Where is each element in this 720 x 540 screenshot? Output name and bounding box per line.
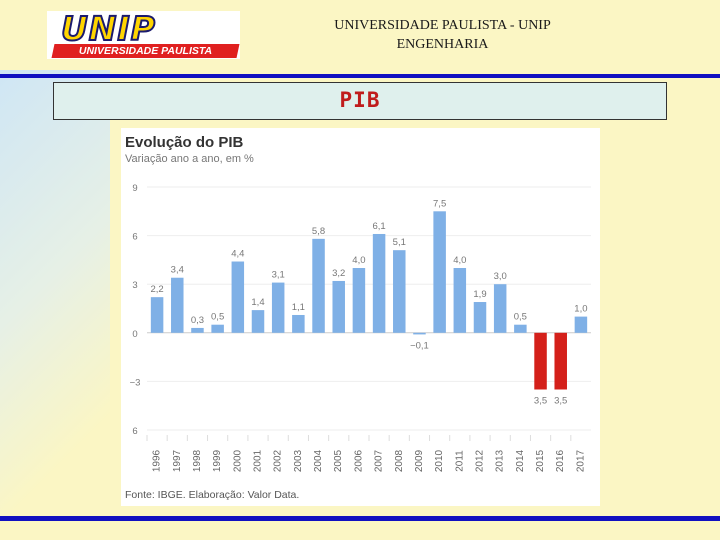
y-tick-label: 3 (132, 280, 137, 291)
chart-subtitle: Variação ano a ano, em % (125, 153, 254, 165)
x-tick-label: 2011 (454, 450, 465, 472)
x-tick-label: 2013 (495, 449, 506, 472)
x-tick-label: 2007 (374, 449, 385, 472)
data-label: 4,4 (231, 249, 244, 260)
bar (574, 316, 588, 333)
data-label: 3,5 (554, 396, 567, 407)
bar (493, 284, 507, 333)
x-tick-label: 2012 (475, 449, 486, 472)
bar (251, 310, 265, 333)
data-label: 3,0 (494, 271, 507, 282)
bar (332, 280, 345, 333)
chart-title: Evolução do PIB (125, 134, 244, 151)
bar (413, 332, 426, 335)
x-tick-label: 2017 (575, 449, 586, 472)
y-tick-label: −3 (130, 377, 141, 388)
data-label: 4,0 (352, 255, 365, 266)
department-name: ENGENHARIA (396, 37, 489, 52)
chart-source: Fonte: IBGE. Elaboração: Valor Data. (125, 489, 299, 501)
bar (231, 261, 245, 333)
data-label: 1,0 (574, 304, 587, 315)
bar (352, 268, 366, 333)
data-labels: 2,2 3,4 0,3 0,5 4,4 1,4 3,1 1,1 5,8 3,2 4,0 6,1 5,1 −… (150, 198, 587, 406)
bar (312, 238, 325, 333)
x-tick-label: 2016 (555, 449, 566, 472)
data-label: 3,4 (171, 265, 184, 276)
data-label: 0,5 (514, 312, 527, 323)
data-label: 7,5 (433, 198, 446, 209)
chart-card: Evolução do PIB Variação ano a ano, em %… (121, 128, 600, 506)
y-tick-label: 0 (132, 329, 137, 340)
data-label: 1,9 (473, 289, 486, 300)
data-label: 2,2 (150, 284, 163, 295)
data-label: 3,2 (332, 268, 345, 279)
bar (211, 324, 224, 333)
bar (554, 332, 567, 390)
data-label: 6,1 (372, 221, 385, 232)
bar (271, 282, 285, 333)
x-tick-label: 1999 (212, 449, 223, 472)
x-tick-label: 2004 (313, 449, 324, 472)
bar (292, 314, 305, 333)
x-tick-label: 2006 (353, 449, 364, 472)
data-label: 3,1 (272, 270, 285, 281)
gridlines (147, 186, 591, 431)
x-tick-label: 2009 (414, 449, 425, 472)
x-tick-label: 1997 (172, 449, 183, 472)
x-tick-label: 2001 (253, 449, 264, 472)
x-tick-label: 2005 (333, 449, 344, 472)
bars (150, 211, 588, 390)
data-label: 0,5 (211, 312, 224, 323)
x-tick-label: 1998 (192, 449, 203, 472)
x-tick-label: 2008 (394, 449, 405, 472)
header-title: UNIVERSIDADE PAULISTA - UNIP ENGENHARIA (300, 16, 585, 54)
x-axis-ticks: 1996 1997 1998 1999 2000 2001 2002 2003 2004 2005… (146, 435, 586, 472)
x-tick-label: 2010 (434, 449, 445, 472)
x-tick-label: 2003 (293, 449, 304, 472)
y-tick-label: 9 (132, 183, 137, 194)
bar (150, 297, 164, 333)
bar (433, 211, 446, 333)
x-tick-label: 2014 (515, 449, 526, 472)
logo-top: UNIP (47, 8, 240, 49)
logo-wordmark: UNIP (60, 8, 156, 49)
y-tick-label: 6 (132, 426, 137, 437)
y-tick-label: 6 (132, 232, 137, 243)
data-label: 5,8 (312, 226, 325, 237)
institution-name: UNIVERSIDADE PAULISTA - UNIP (334, 18, 551, 33)
top-divider (0, 74, 720, 78)
data-label: 0,3 (191, 315, 204, 326)
x-tick-label: 2015 (535, 449, 546, 472)
bar (191, 327, 204, 333)
bar (534, 332, 547, 390)
data-label: 1,1 (292, 302, 305, 313)
y-axis-ticks: 9 6 3 0 −3 6 (130, 183, 141, 437)
bar (171, 277, 184, 333)
x-tick-label: 1996 (152, 449, 163, 472)
logo-subtext: UNIVERSIDADE PAULISTA (78, 45, 213, 57)
data-label: 5,1 (393, 237, 406, 248)
gdp-bar-chart: Evolução do PIB Variação ano a ano, em %… (125, 134, 591, 501)
bar (393, 250, 406, 333)
x-tick-label: 2002 (273, 449, 284, 472)
data-label: 3,5 (534, 396, 547, 407)
bar (372, 233, 386, 333)
data-label: −0,1 (410, 340, 429, 351)
data-label: 1,4 (251, 297, 264, 308)
bar (453, 268, 467, 333)
data-label: 4,0 (453, 255, 466, 266)
bar (514, 324, 527, 333)
bar (473, 302, 487, 333)
bottom-divider (0, 516, 720, 521)
slide-title-box: PIB (53, 82, 667, 120)
background-gradient (0, 70, 110, 530)
x-tick-label: 2000 (232, 449, 243, 472)
unip-logo: UNIP UNIVERSIDADE PAULISTA (47, 8, 240, 59)
slide-title: PIB (339, 88, 381, 112)
